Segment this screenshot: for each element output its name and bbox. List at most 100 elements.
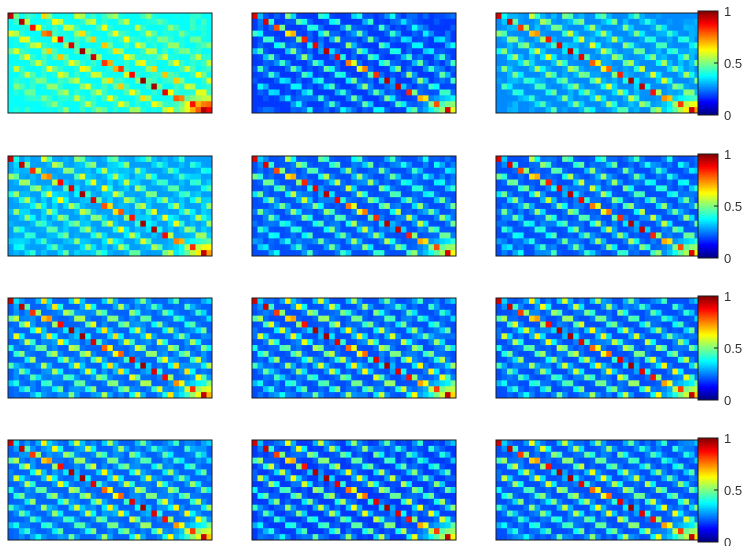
heatmap-cell (123, 173, 130, 180)
heatmap-cell (8, 185, 14, 192)
heatmap-cell (318, 226, 325, 233)
heatmap-cell (595, 238, 602, 245)
heatmap-cell (107, 185, 114, 192)
heatmap-cell (334, 250, 341, 257)
heatmap-cell (57, 89, 64, 96)
heatmap-cell (450, 161, 457, 169)
heatmap-cell (428, 226, 435, 233)
heatmap-cell (545, 95, 552, 102)
heatmap-cell (263, 368, 269, 375)
heatmap-cell (178, 77, 185, 84)
heatmap-cell (46, 321, 53, 328)
heatmap-cell (167, 345, 174, 352)
heatmap-cell (345, 89, 352, 96)
heatmap-cell (129, 54, 136, 61)
heatmap-cell (633, 48, 640, 55)
heatmap-cell (411, 65, 418, 73)
heatmap-cell (140, 298, 147, 305)
heatmap-cell (562, 173, 569, 180)
heatmap-cell (74, 374, 81, 381)
heatmap-cell (279, 339, 286, 346)
heatmap-cell (206, 60, 213, 67)
heatmap-cell (373, 380, 380, 387)
heatmap-cell (24, 309, 31, 316)
heatmap-cell (595, 208, 602, 216)
heatmap-cell (167, 95, 174, 102)
heatmap-cell (129, 315, 136, 322)
heatmap-cell (13, 327, 20, 334)
heatmap-cell (162, 350, 169, 358)
heatmap-cell (257, 309, 264, 316)
heatmap-cell (428, 362, 435, 369)
heatmap-cell (633, 77, 640, 84)
heatmap-cell (19, 18, 25, 26)
heatmap-cell (85, 107, 92, 114)
heatmap-panel-1 (7, 12, 213, 114)
heatmap-cell (378, 238, 385, 245)
heatmap-cell (151, 197, 158, 204)
heatmap-cell (123, 208, 130, 216)
heatmap-cell (501, 107, 508, 114)
heatmap-cell (167, 303, 174, 311)
heatmap-cell (428, 54, 435, 61)
heatmap-cell (101, 238, 108, 245)
heatmap-cell (450, 156, 457, 163)
heatmap-cell (384, 309, 391, 316)
heatmap-cell (650, 191, 657, 198)
heatmap-cell (351, 298, 358, 305)
heatmap-cell (400, 18, 407, 26)
heatmap-cell (422, 362, 429, 369)
heatmap-cell (340, 185, 347, 192)
heatmap-cell (329, 191, 336, 198)
heatmap-cell (162, 89, 169, 96)
heatmap-cell (200, 345, 207, 352)
heatmap-cell (52, 321, 58, 328)
heatmap-cell (301, 197, 308, 204)
heatmap-cell (628, 185, 635, 192)
heatmap-cell (450, 244, 457, 251)
heatmap-cell (19, 30, 25, 37)
heatmap-cell (96, 238, 103, 245)
heatmap-cell (655, 161, 662, 169)
heatmap-cell (268, 60, 275, 67)
heatmap-cell (340, 321, 347, 328)
heatmap-cell (63, 380, 69, 387)
heatmap-cell (101, 54, 108, 61)
heatmap-cell (301, 220, 308, 227)
heatmap-cell (512, 191, 519, 198)
heatmap-cell (389, 197, 396, 204)
heatmap-cell (334, 350, 341, 358)
heatmap-cell (378, 298, 385, 305)
heatmap-cell (329, 250, 336, 257)
heatmap-cell (13, 71, 20, 79)
heatmap-cell (279, 244, 286, 251)
heatmap-cell (129, 327, 136, 334)
heatmap-cell (422, 333, 429, 340)
heatmap-cell (411, 101, 418, 108)
heatmap-cell (411, 380, 418, 387)
heatmap-cell (63, 350, 69, 358)
heatmap-cell (496, 197, 502, 204)
heatmap-cell (661, 167, 668, 174)
heatmap-cell (422, 327, 429, 334)
heatmap-cell (145, 13, 152, 20)
heatmap-cell (252, 327, 258, 334)
heatmap-cell (345, 18, 352, 26)
heatmap-cell (162, 54, 169, 61)
heatmap-cell (301, 179, 308, 186)
heatmap-cell (655, 71, 662, 79)
heatmap-cell (439, 303, 446, 311)
heatmap-cell (296, 333, 302, 340)
heatmap-cell (661, 65, 668, 73)
heatmap-cell (156, 345, 163, 352)
heatmap-cell (417, 13, 424, 20)
heatmap-cell (628, 214, 635, 222)
heatmap-cell (274, 309, 280, 316)
heatmap-cell (428, 101, 435, 108)
heatmap-cell (24, 208, 31, 216)
heatmap-cell (285, 220, 291, 227)
heatmap-cell (257, 214, 264, 222)
heatmap-cell (329, 13, 336, 20)
heatmap-cell (263, 71, 269, 79)
heatmap-cell (496, 156, 502, 163)
